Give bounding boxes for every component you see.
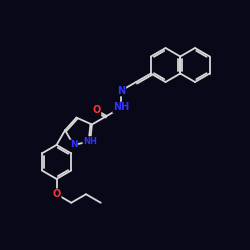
Text: N: N bbox=[117, 86, 126, 96]
Text: NH: NH bbox=[83, 137, 97, 146]
Text: N: N bbox=[70, 140, 77, 149]
Text: O: O bbox=[52, 189, 61, 199]
Text: NH: NH bbox=[113, 102, 130, 113]
Text: O: O bbox=[92, 105, 100, 115]
